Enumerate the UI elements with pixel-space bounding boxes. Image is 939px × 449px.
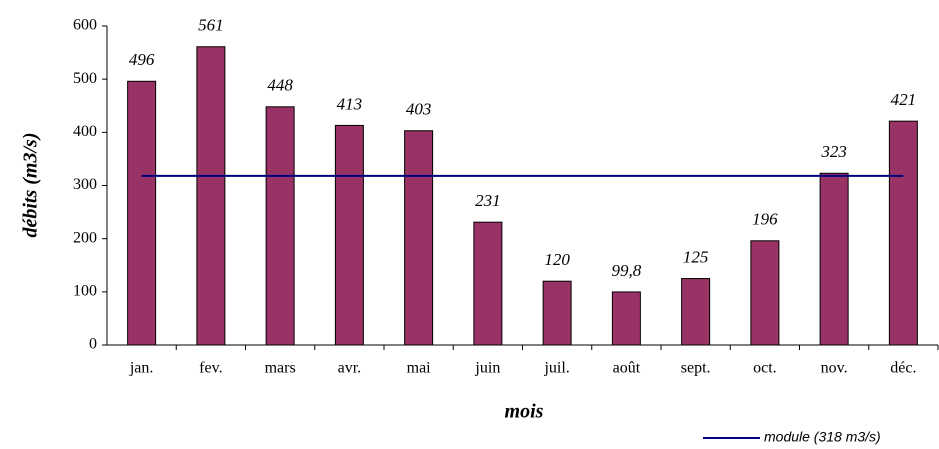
bar (127, 80, 157, 346)
x-tick-label: juil. (543, 360, 569, 377)
bar (334, 124, 364, 346)
x-tick-label: jan. (129, 360, 154, 377)
value-label: 561 (198, 16, 224, 35)
x-tick-label: juin (474, 360, 500, 377)
bar (473, 221, 503, 346)
x-tick-label: sept. (681, 360, 711, 377)
value-label: 120 (544, 250, 570, 269)
y-tick-label: 400 (73, 123, 97, 140)
value-label: 448 (267, 76, 293, 95)
bar (611, 291, 641, 346)
y-tick-label: 500 (73, 70, 97, 87)
x-tick-label: avr. (338, 360, 362, 377)
x-tick-label: mars (265, 360, 296, 377)
y-tick-label: 200 (73, 229, 97, 246)
x-tick-label: août (613, 360, 641, 377)
y-tick-label: 300 (73, 176, 97, 193)
value-label: 99,8 (612, 261, 642, 280)
value-label: 196 (752, 210, 778, 229)
value-label: 231 (475, 191, 501, 210)
y-tick-label: 100 (73, 283, 97, 300)
legend-label: module (318 m3/s) (764, 429, 881, 445)
bar (404, 130, 434, 346)
value-label: 323 (820, 142, 847, 161)
value-label: 125 (683, 247, 709, 266)
y-tick-label: 0 (89, 336, 97, 353)
y-tick-label: 600 (73, 17, 97, 34)
bar (265, 106, 295, 346)
bar (819, 172, 849, 346)
bar (750, 240, 780, 346)
bar (542, 280, 572, 346)
value-label: 496 (129, 50, 155, 69)
x-tick-label: mai (407, 360, 432, 377)
bar (888, 120, 918, 346)
bar (681, 278, 711, 346)
x-axis-title: mois (505, 401, 544, 423)
value-label: 421 (891, 90, 917, 109)
value-label: 403 (406, 100, 432, 119)
x-tick-label: déc. (890, 360, 916, 377)
x-tick-label: fev. (199, 360, 222, 377)
y-axis-title: débits (m3/s) (20, 133, 42, 238)
x-tick-label: oct. (753, 360, 777, 377)
bar (196, 46, 226, 346)
value-label: 413 (337, 94, 363, 113)
x-tick-label: nov. (821, 360, 848, 377)
